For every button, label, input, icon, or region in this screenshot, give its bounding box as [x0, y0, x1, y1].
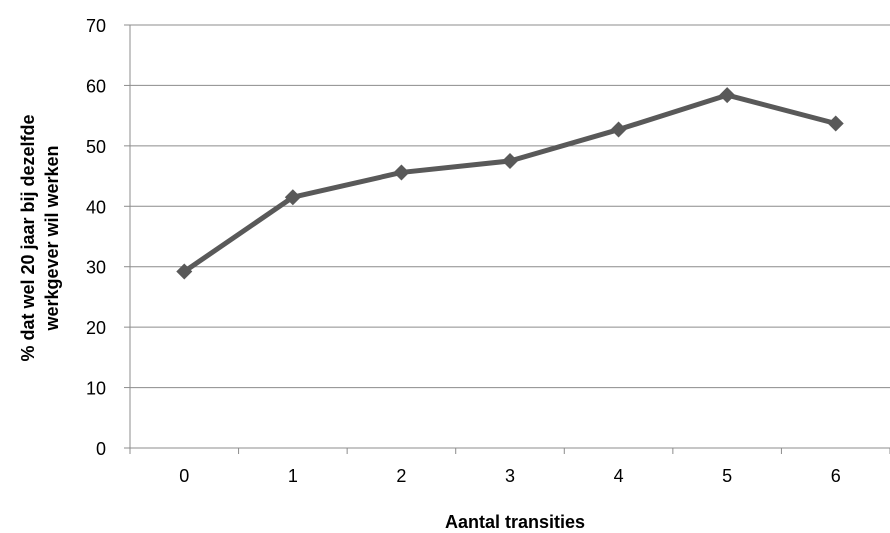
data-point-marker [610, 121, 627, 138]
axes [124, 24, 890, 454]
y-axis-title: % dat wel 20 jaar bij dezelfde werkgever… [18, 114, 62, 361]
data-point-marker [719, 87, 736, 104]
y-axis-tick-label: 40 [86, 197, 106, 217]
y-axis-tick-label: 50 [86, 137, 106, 157]
gridlines [130, 24, 890, 389]
data-point-marker [284, 189, 301, 206]
series-layer [176, 87, 844, 280]
y-axis-tick-label: 10 [86, 379, 106, 399]
y-axis-tick-label: 60 [86, 76, 106, 96]
data-point-marker [827, 115, 844, 132]
y-axis-tick-label: 70 [86, 16, 106, 36]
y-axis-tick-labels: 0 10 20 30 40 50 60 70 [86, 16, 106, 459]
y-axis-title-line-1: % dat wel 20 jaar bij dezelfde [18, 114, 38, 361]
y-axis-tick-label: 0 [96, 439, 106, 459]
y-axis-tick-label: 20 [86, 318, 106, 338]
x-axis-tick-label: 5 [722, 466, 732, 486]
y-axis-tick-label: 30 [86, 258, 106, 278]
x-axis-tick-labels: 0 1 2 3 4 5 6 [179, 466, 840, 486]
x-axis-tick-label: 1 [288, 466, 298, 486]
x-axis-tick-label: 2 [396, 466, 406, 486]
data-point-marker [393, 164, 410, 181]
y-axis-title-line-2: werkgever wil werken [42, 145, 62, 331]
x-axis-tick-label: 4 [614, 466, 624, 486]
x-axis-tick-label: 0 [179, 466, 189, 486]
x-axis-tick-label: 6 [831, 466, 841, 486]
data-point-marker [176, 263, 193, 280]
x-axis-tick-label: 3 [505, 466, 515, 486]
data-point-marker [502, 152, 518, 169]
series-line [181, 92, 839, 275]
x-axis-title: Aantal transities [445, 512, 585, 532]
